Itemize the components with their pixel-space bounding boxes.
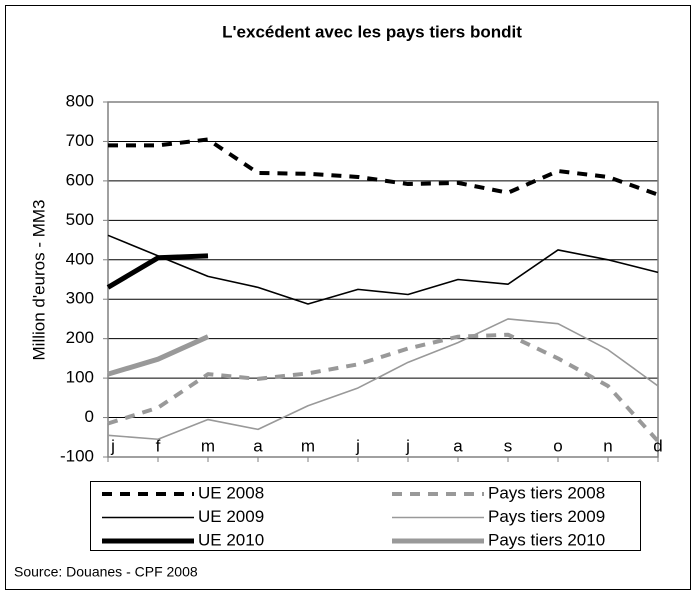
x-tick-label: o xyxy=(553,436,562,455)
legend-label: UE 2010 xyxy=(198,530,264,549)
x-tick-label: n xyxy=(603,436,612,455)
x-tick-label: f xyxy=(156,436,161,455)
legend-label: Pays tiers 2009 xyxy=(488,507,605,526)
series-line xyxy=(107,234,659,305)
x-tick-label: m xyxy=(201,436,215,455)
y-tick-label: 100 xyxy=(66,368,94,387)
y-tick-label: 800 xyxy=(66,91,94,110)
y-tick-label: -100 xyxy=(60,446,94,465)
y-tick-label: 400 xyxy=(66,249,94,268)
legend-label: Pays tiers 2010 xyxy=(488,530,605,549)
legend-label: Pays tiers 2008 xyxy=(488,483,605,502)
x-tick-label: j xyxy=(355,436,360,455)
x-tick-label: j xyxy=(405,436,410,455)
y-tick-label: 500 xyxy=(66,210,94,229)
x-tick-label: d xyxy=(653,436,662,455)
source: Source: Douanes - CPF 2008 xyxy=(14,564,198,580)
y-tick-label: 600 xyxy=(66,170,94,189)
y-axis-label: Million d'euros - MM3 xyxy=(29,199,48,360)
legend-label: UE 2009 xyxy=(198,507,264,526)
legend-label: UE 2008 xyxy=(198,483,264,502)
plot-border xyxy=(107,101,659,458)
y-tick-label: 0 xyxy=(85,407,94,426)
series-line xyxy=(107,318,659,441)
x-tick-label: a xyxy=(253,436,263,455)
chart-title: L'excédent avec les pays tiers bondit xyxy=(222,22,522,41)
series-line xyxy=(106,253,209,290)
x-tick-label: a xyxy=(453,436,463,455)
series-line xyxy=(108,137,659,197)
series-line xyxy=(107,334,210,377)
series-line xyxy=(107,332,660,443)
x-tick-label: m xyxy=(301,436,315,455)
y-tick-label: 700 xyxy=(66,131,94,150)
x-tick-label: s xyxy=(504,436,513,455)
y-tick-label: 200 xyxy=(66,328,94,347)
x-tick-label: j xyxy=(110,436,115,455)
y-tick-label: 300 xyxy=(66,289,94,308)
